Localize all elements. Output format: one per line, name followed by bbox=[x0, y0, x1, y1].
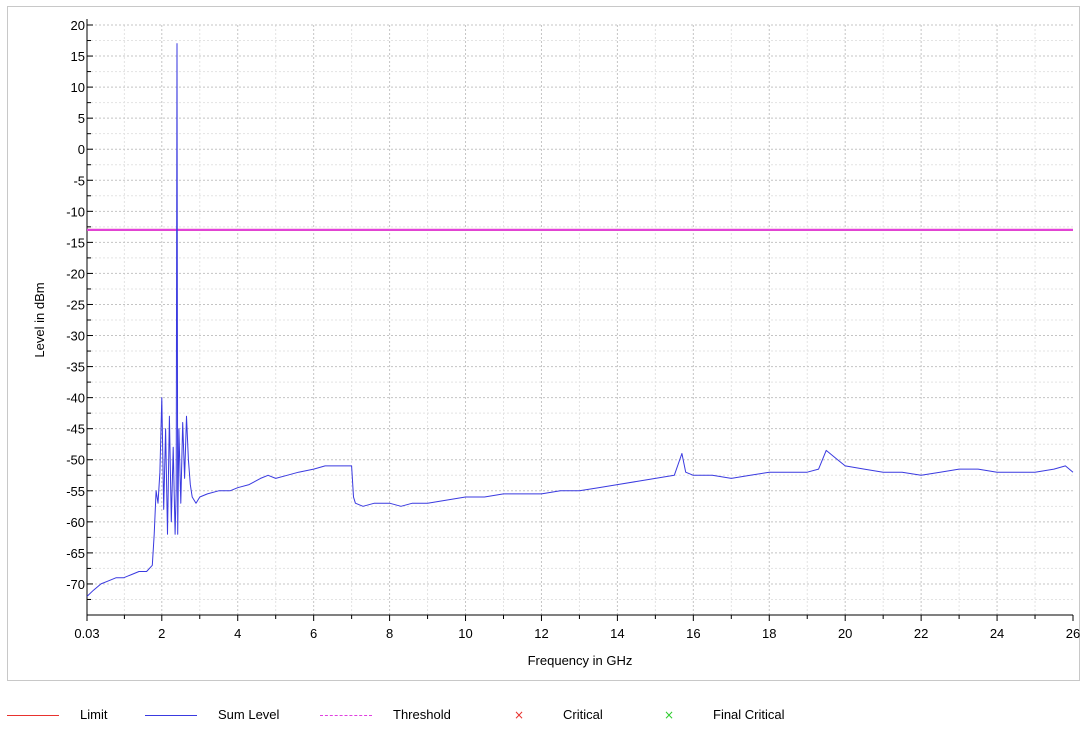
x-tick-label: 26 bbox=[1066, 626, 1080, 641]
grid bbox=[87, 24, 1073, 616]
legend: Limit Sum Level Threshold × Critical × F… bbox=[0, 700, 1088, 730]
y-tick-label: -5 bbox=[73, 173, 85, 188]
x-axis-title: Frequency in GHz bbox=[528, 653, 633, 668]
x-tick-label: 8 bbox=[386, 626, 393, 641]
chart: 20 15 10 5 0 -5 -10 -15 -20 -25 -30 -35 -40 -45 -50 -55… bbox=[32, 18, 1080, 668]
series-layer bbox=[86, 43, 1074, 597]
legend-line-mark bbox=[7, 715, 59, 716]
legend-label-threshold: Threshold bbox=[393, 707, 451, 722]
y-tick-label: -40 bbox=[66, 391, 85, 406]
y-tick-label: 0 bbox=[78, 142, 85, 157]
legend-label-final-critical: Final Critical bbox=[713, 707, 785, 722]
y-axis-title: Level in dBm bbox=[32, 282, 47, 357]
x-tick-label: 18 bbox=[762, 626, 776, 641]
x-tick-label: 12 bbox=[534, 626, 548, 641]
y-tick-label: -35 bbox=[66, 360, 85, 375]
y-tick-label: -70 bbox=[66, 577, 85, 592]
legend-line-mark bbox=[145, 715, 197, 716]
y-tick-label: -15 bbox=[66, 235, 85, 250]
critical-x-icon: × bbox=[514, 708, 525, 722]
x-tick-label: 6 bbox=[310, 626, 317, 641]
legend-label-limit: Limit bbox=[80, 707, 108, 722]
y-tick-label: -20 bbox=[66, 266, 85, 281]
y-tick-label: 5 bbox=[78, 111, 85, 126]
y-tick-label: 10 bbox=[71, 80, 85, 95]
y-tick-label: -25 bbox=[66, 297, 85, 312]
series-sum-level bbox=[86, 43, 1074, 597]
x-tick-label: 14 bbox=[610, 626, 624, 641]
x-tick-label: 20 bbox=[838, 626, 852, 641]
x-tick-label: 16 bbox=[686, 626, 700, 641]
x-tick-label: 2 bbox=[158, 626, 165, 641]
final-critical-x-icon: × bbox=[664, 708, 675, 722]
y-tick-label: 15 bbox=[71, 49, 85, 64]
y-tick-label: -45 bbox=[66, 422, 85, 437]
y-tick-label: -55 bbox=[66, 484, 85, 499]
axes bbox=[86, 19, 1074, 621]
y-tick-label: -60 bbox=[66, 515, 85, 530]
x-tick-label: 0.03 bbox=[74, 626, 99, 641]
tick-labels: 20 15 10 5 0 -5 -10 -15 -20 -25 -30 -35 -40 -45 -50 -55… bbox=[66, 18, 1080, 641]
y-tick-label: 20 bbox=[71, 18, 85, 33]
y-tick-label: -30 bbox=[66, 329, 85, 344]
y-tick-label: -50 bbox=[66, 453, 85, 468]
y-tick-label: -10 bbox=[66, 204, 85, 219]
x-tick-label: 24 bbox=[990, 626, 1004, 641]
legend-label-sum-level: Sum Level bbox=[218, 707, 280, 722]
x-tick-label: 4 bbox=[234, 626, 241, 641]
limit-line-icon bbox=[7, 700, 59, 730]
sum-level-line-icon bbox=[145, 700, 197, 730]
x-tick-label: 10 bbox=[458, 626, 472, 641]
y-tick-label: -65 bbox=[66, 546, 85, 561]
legend-line-mark bbox=[320, 715, 372, 716]
threshold-dashdot-icon bbox=[320, 700, 372, 730]
x-tick-label: 22 bbox=[914, 626, 928, 641]
legend-label-critical: Critical bbox=[563, 707, 603, 722]
